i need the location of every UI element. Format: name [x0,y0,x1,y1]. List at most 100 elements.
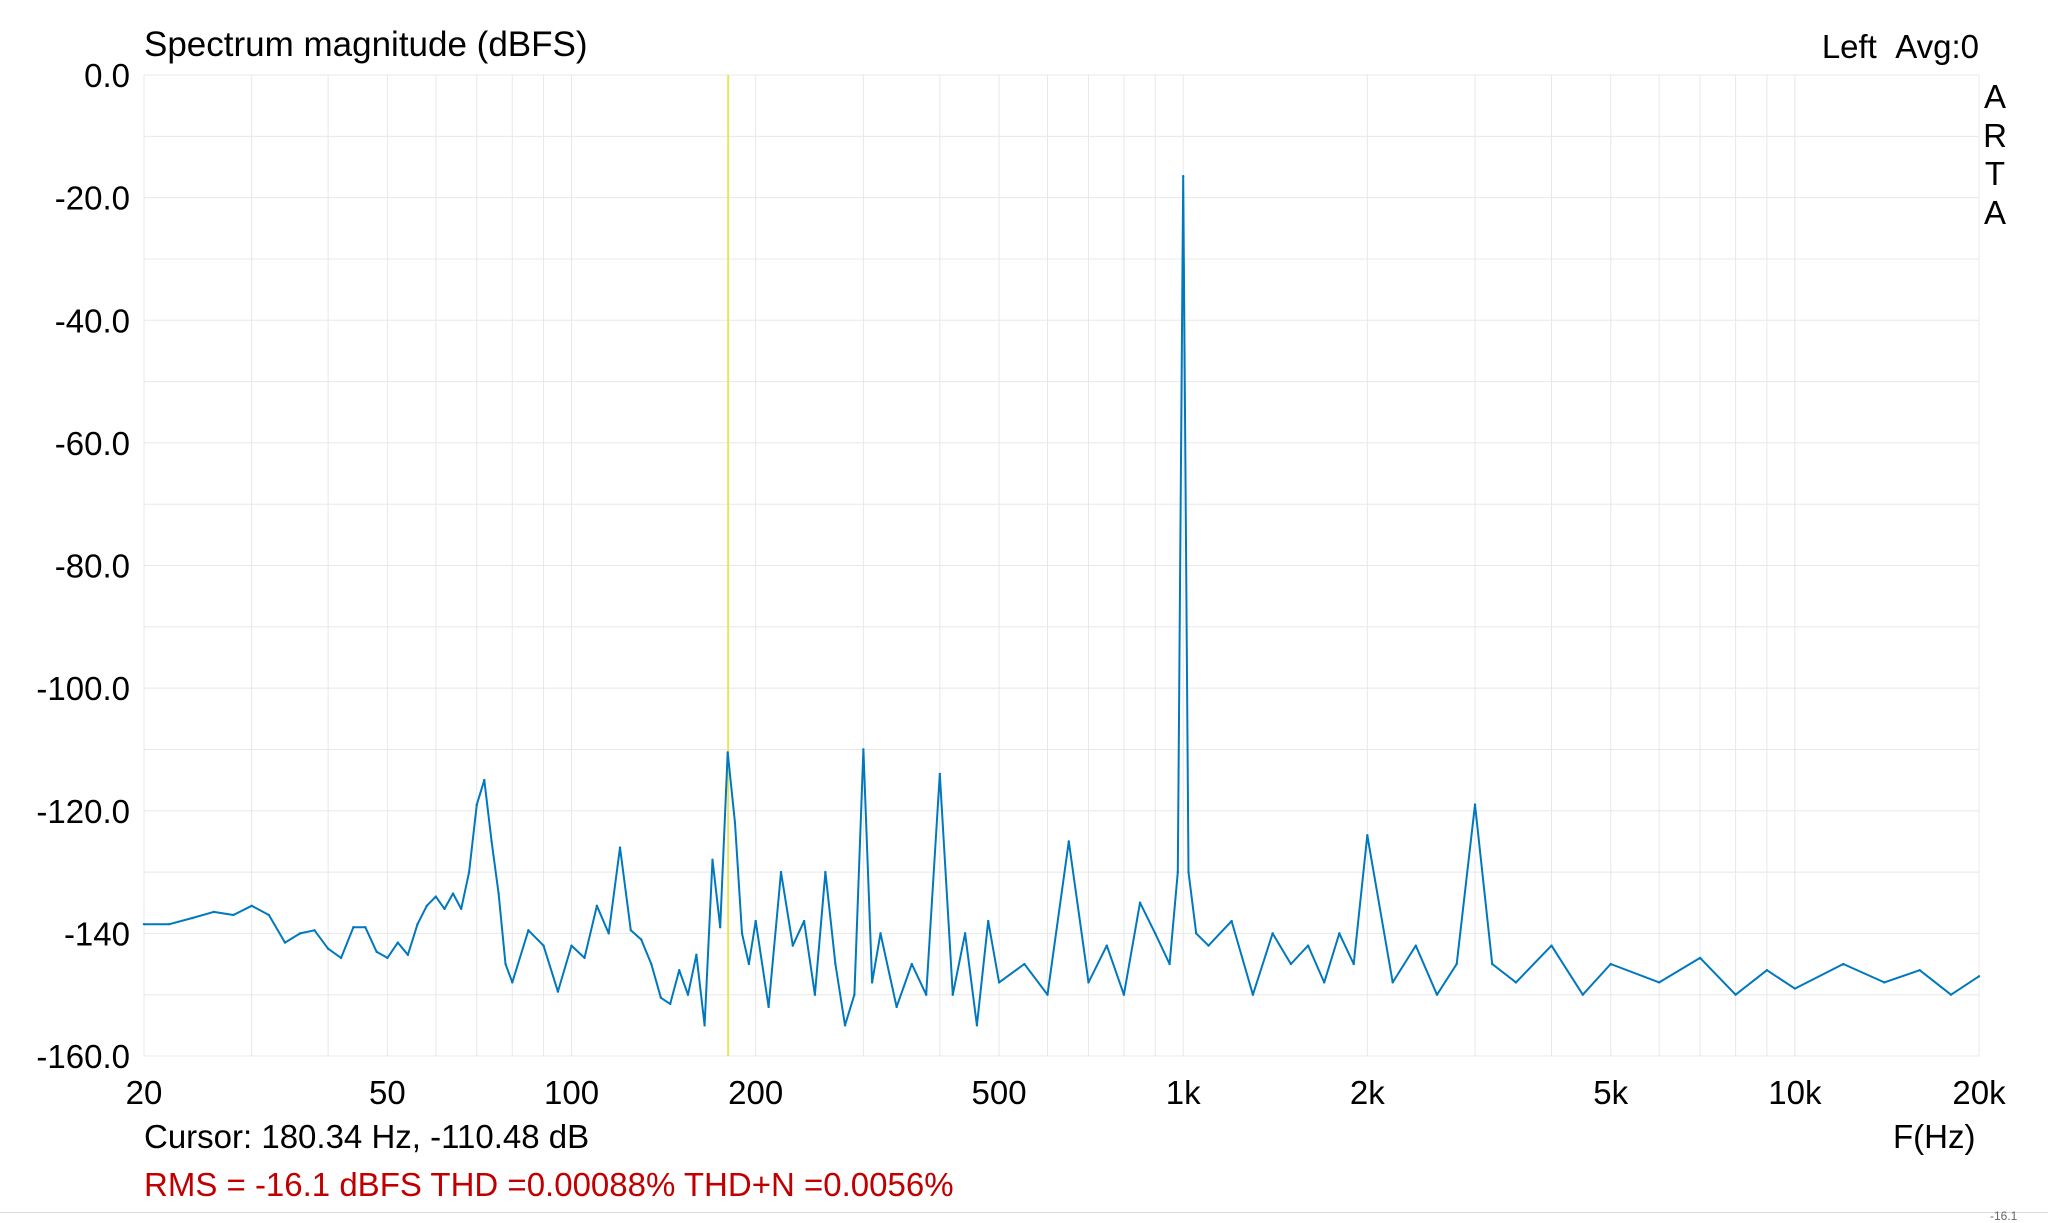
status-divider [0,1212,2048,1213]
data-point [451,892,455,895]
data-point [386,956,389,960]
data-point [406,953,410,957]
data-point [1435,993,1439,996]
data-point [703,1024,706,1027]
data-point [791,944,794,947]
y-tick-labels: 0.0 -20.0 -40.0 -60.0 -80.0 -100.0 -120.0 -140 -… [36,57,130,1075]
data-point [740,932,744,935]
watermark-letter: A [1983,193,2006,231]
data-point [1338,932,1341,935]
data-point [339,956,343,960]
data-point [1322,981,1326,984]
data-point [1046,993,1049,996]
data-point [862,748,865,751]
data-point [1105,944,1108,947]
watermark-letter: A [1983,78,2006,115]
y-tick-label: -60.0 [55,425,130,462]
y-tick-label: -140 [64,915,130,952]
y-tick-label: -160.0 [36,1038,130,1075]
data-point [570,944,573,947]
data-point [1949,993,1953,996]
data-point [1182,174,1185,178]
data-point [695,953,698,957]
y-tick-label: -20.0 [55,180,130,217]
data-point [1207,944,1210,947]
data-point [987,919,990,923]
data-point [1306,944,1310,947]
data-point [511,981,514,984]
data-point [669,1002,672,1006]
data-point [895,1005,898,1009]
data-point [711,858,714,861]
status-fragment: -16.1 [1990,1209,2018,1223]
data-point [938,772,941,776]
data-point [497,892,500,895]
data-point [767,1005,770,1009]
data-point [726,751,729,754]
data-point [1251,993,1255,996]
x-tick-label: 20 [126,1074,163,1111]
data-point [1473,803,1477,806]
data-point [640,938,643,941]
data-point [1154,932,1157,935]
data-point [910,962,914,966]
x-tick-label: 50 [369,1074,406,1111]
data-point [747,962,751,966]
data-point [779,870,783,874]
data-point [843,1024,847,1027]
data-point [813,993,817,996]
data-point [142,922,146,926]
data-point [1490,962,1494,966]
data-point [490,840,493,843]
data-point [733,821,737,825]
data-point [443,907,446,911]
data-point [754,919,757,923]
x-tick-label: 100 [544,1074,599,1111]
data-point [434,895,438,898]
data-point [191,916,194,920]
data-point [1023,962,1026,966]
data-point [542,944,545,947]
data-point [298,932,302,935]
minor-gridlines [143,74,1980,1057]
x-tick-label: 10k [1768,1074,1822,1111]
data-point [1352,962,1355,966]
x-tick-label: 200 [728,1074,783,1111]
data-point [1698,956,1702,960]
data-point [352,926,355,929]
x-tick-label: 2k [1350,1074,1385,1111]
data-point [650,962,653,966]
x-tick-label: 500 [972,1074,1027,1111]
data-point [467,870,471,874]
data-point [718,926,722,929]
data-point [375,950,378,953]
arta-watermark: A R T A [1980,78,2010,232]
data-point [364,926,367,929]
watermark-letter: T [1984,155,2006,192]
x-tick-label: 1k [1166,1074,1201,1111]
data-point [1609,962,1612,966]
data-point [416,922,419,926]
channel-avg-label: Left Avg:0 [1822,30,1979,63]
data-point [168,922,171,926]
data-point [1168,962,1171,966]
data-point [607,932,610,935]
data-point [1581,993,1584,996]
data-point [1087,981,1090,984]
data-point [870,981,874,984]
data-point [1842,962,1845,966]
data-point [879,932,882,935]
data-point [1138,901,1142,904]
data-point [267,913,271,917]
data-point [824,870,827,874]
data-point [326,947,330,950]
data-point [1194,932,1198,935]
watermark-letter: R [1983,116,2007,154]
data-point [212,910,215,914]
data-point [678,968,681,972]
data-point [1455,962,1458,966]
data-point [396,941,400,944]
data-point [629,929,633,932]
data-point [232,913,235,917]
